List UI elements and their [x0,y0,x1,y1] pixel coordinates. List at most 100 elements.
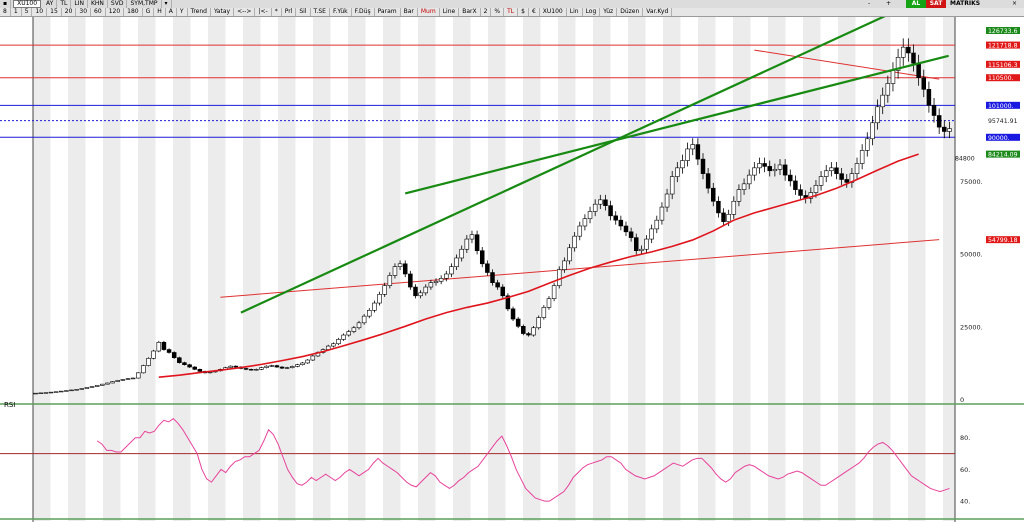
toolbar-button[interactable]: TL [504,8,519,16]
toolbar-button[interactable]: % [491,8,505,16]
toolbar-button[interactable]: G [143,8,155,16]
toolbar-button[interactable]: Mum [418,8,440,16]
week-band [523,17,541,403]
candle [762,163,767,167]
matriks-logo: MATRİKS [950,0,981,7]
candle [125,378,131,380]
toolbar-button[interactable]: |<- [255,8,272,16]
candle [279,366,285,369]
toolbar-button[interactable]: 15 [47,8,62,16]
toolbar-button[interactable]: F.Düş [352,8,375,16]
zoom-in-button[interactable]: + [886,0,892,7]
candle [731,200,737,215]
week-band [68,17,86,403]
toolbar-button[interactable]: Y [177,8,188,16]
toolbar-button[interactable]: BarX [459,8,481,16]
toolbar-item[interactable]: SVD [108,0,128,8]
toolbar-button[interactable]: 5 [22,8,33,16]
candle [865,138,870,151]
toolbar-button[interactable]: Log [583,8,601,16]
candle [659,206,665,221]
candle [777,164,783,170]
toolbar-button[interactable]: * [272,8,282,16]
week-band [313,400,331,521]
toolbar-button[interactable]: Sil [296,8,311,16]
toolbar-button[interactable]: Düzen [617,8,644,16]
candle [382,285,387,295]
toolbar-button[interactable]: 60 [91,8,106,16]
channel-line[interactable] [240,17,969,314]
toolbar-button[interactable]: $ [518,8,529,16]
week-band [103,17,121,403]
channel-line[interactable] [404,54,949,195]
week-band [138,400,156,521]
candle [413,286,418,297]
toolbar-button[interactable]: Yüz [600,8,618,16]
toolbar-item[interactable]: LIN [71,0,88,8]
toolbar-button[interactable]: Line [440,8,460,16]
candle [254,369,259,371]
toolbar-button[interactable]: XU100 [540,8,567,16]
toolbar-button[interactable]: T.SE [311,8,330,16]
toolbar-button[interactable]: 20 [62,8,77,16]
toolbar-item[interactable]: AY [43,0,58,8]
candle [521,326,526,334]
week-band [593,400,611,521]
toolbar-button[interactable]: 120 [106,8,125,16]
zoom-out-button[interactable]: - [868,0,871,7]
menu-icon[interactable]: ▪ [0,0,12,8]
candle [367,310,372,317]
week-band [348,400,366,521]
toolbar-button[interactable]: Lin [567,8,583,16]
window-close-icon[interactable]: × [1012,0,1018,7]
candle [556,269,562,286]
trend-line[interactable] [754,49,940,80]
toolbar-button[interactable]: H [154,8,166,16]
toolbar-button[interactable]: Param [375,8,401,16]
candle [274,365,280,368]
week-band [488,17,506,403]
trend-line[interactable] [220,239,940,298]
candle [577,225,583,237]
week-band [663,400,681,521]
rsi-tick-label: 40. [960,498,970,506]
toolbar-button[interactable]: Prl [282,8,297,16]
toolbar-button[interactable]: Yatay [211,8,235,16]
week-band [383,17,401,403]
toolbar-button[interactable]: 180 [124,8,143,16]
toolbar-button[interactable]: 2 [481,8,492,16]
candle [685,148,690,161]
candle [587,211,593,220]
candle [942,126,947,132]
candle [721,212,726,222]
toolbar-button[interactable]: 1 [11,8,22,16]
toolbar-button[interactable]: A [166,8,177,16]
week-band [208,17,226,403]
buy-button[interactable]: AL [906,0,926,8]
toolbar-button[interactable]: 8 [0,8,11,16]
toolbar-button[interactable]: 10 [32,8,48,16]
moving-average-line[interactable] [158,153,919,378]
toolbar-item[interactable]: TL [57,0,72,8]
dropdown-arrow-icon[interactable]: ▾ [162,0,172,8]
toolbar-button[interactable]: F.Yük [330,8,352,16]
candle [603,199,608,206]
chart-area[interactable]: 0 25000. 50000. 75000. 126733.6 121718.8 11510… [0,17,1024,522]
candle [844,179,850,183]
toolbar-item[interactable]: KHN [88,0,108,8]
toolbar-item[interactable]: SYM,TMP [127,0,162,8]
toolbar-button[interactable]: 30 [76,8,92,16]
toolbar-button[interactable]: <--> [234,8,256,16]
candle [875,106,880,124]
candle [243,368,249,370]
candle [921,77,927,90]
toolbar-button[interactable]: Trend [188,8,211,16]
toolbar-button[interactable]: Var.Kyd [643,8,673,16]
toolbar-button[interactable]: € [529,8,540,16]
rsi-line[interactable] [96,418,950,502]
toolbar-button[interactable]: Bar [401,8,418,16]
candle [346,331,351,336]
candle [947,128,952,132]
sell-button[interactable]: SAT [926,0,946,8]
symbol-field[interactable]: XU100 [13,0,42,8]
